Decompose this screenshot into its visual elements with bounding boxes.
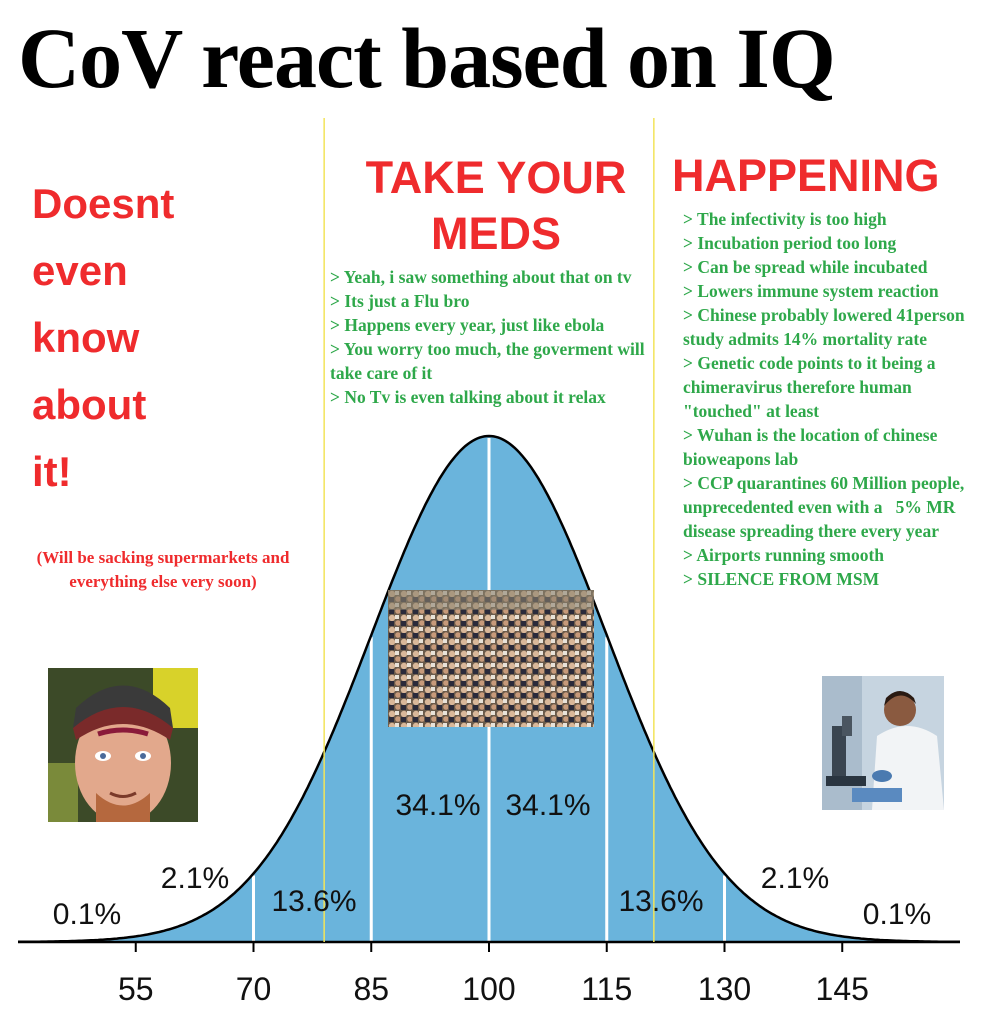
list-item: > Wuhan is the location of chinese biowe… — [683, 425, 942, 469]
region-percent-label: 0.1% — [863, 898, 931, 931]
region-percent-label: 2.1% — [761, 862, 829, 895]
x-tick-label: 115 — [581, 971, 632, 1007]
right-list: > The infectivity is too high > Incubati… — [683, 207, 993, 591]
region-percent-label: 13.6% — [271, 885, 356, 918]
region-percent-labels: 0.1% 2.1% 13.6% 34.1% 34.1% 13.6% 2.1% 0.1% — [53, 789, 931, 931]
x-tick-label: 145 — [816, 971, 869, 1007]
list-item: > Chinese probably lowered 41person stud… — [683, 305, 969, 349]
left-heading-line: even — [32, 247, 128, 294]
list-item: > Can be spread while incubated — [683, 257, 928, 277]
curve-line — [18, 434, 960, 944]
list-item: > The infectivity is too high — [683, 209, 887, 229]
left-heading-line: it! — [32, 448, 72, 495]
list-item: > No Tv is even talking about it relax — [330, 387, 606, 407]
list-item: > Yeah, i saw something about that on tv — [330, 267, 632, 287]
list-item: > Genetic code points to it being a chim… — [683, 353, 940, 421]
x-tick-label: 70 — [236, 971, 272, 1007]
list-item: > You worry too much, the goverment will… — [330, 339, 649, 383]
region-percent-label: 13.6% — [618, 885, 703, 918]
list-item: > SILENCE FROM MSM — [683, 569, 880, 589]
mid-heading: TAKE YOUR MEDS — [365, 152, 627, 259]
list-item: > Happens every year, just like ebola — [330, 315, 605, 335]
sd-dividers — [252, 438, 726, 942]
page-title: CoV react based on IQ — [18, 10, 836, 106]
list-item: > CCP quarantines 60 Million people, unp… — [683, 473, 969, 541]
crowd-photo — [388, 590, 594, 727]
left-heading-line: know — [32, 314, 140, 361]
region-percent-label: 34.1% — [395, 789, 480, 822]
face-photo — [48, 668, 198, 822]
list-item: > Lowers immune system reaction — [683, 281, 939, 301]
list-item: > Incubation period too long — [683, 233, 897, 253]
x-tick-label: 130 — [698, 971, 751, 1007]
scientist-photo — [822, 676, 944, 810]
left-heading-line: Doesnt — [32, 180, 175, 227]
region-percent-label: 34.1% — [505, 789, 590, 822]
x-tick-label: 85 — [353, 971, 389, 1007]
x-tick-label: 100 — [462, 971, 515, 1007]
region-percent-label: 2.1% — [161, 862, 229, 895]
section-divider-lines — [323, 118, 655, 942]
region-percent-label: 0.1% — [53, 898, 121, 931]
mid-list: > Yeah, i saw something about that on tv… — [330, 265, 660, 409]
x-axis-ticks: 55 70 85 100 115 130 145 — [118, 942, 869, 1007]
left-heading-line: about — [32, 381, 147, 428]
left-note: (Will be sacking supermarkets and everyt… — [36, 548, 290, 591]
list-item: > Its just a Flu bro — [330, 291, 470, 311]
right-heading: HAPPENING — [672, 150, 940, 201]
list-item: > Airports running smooth — [683, 545, 885, 565]
left-heading: Doesnt even know about it! — [32, 170, 174, 505]
x-tick-label: 55 — [118, 971, 154, 1007]
